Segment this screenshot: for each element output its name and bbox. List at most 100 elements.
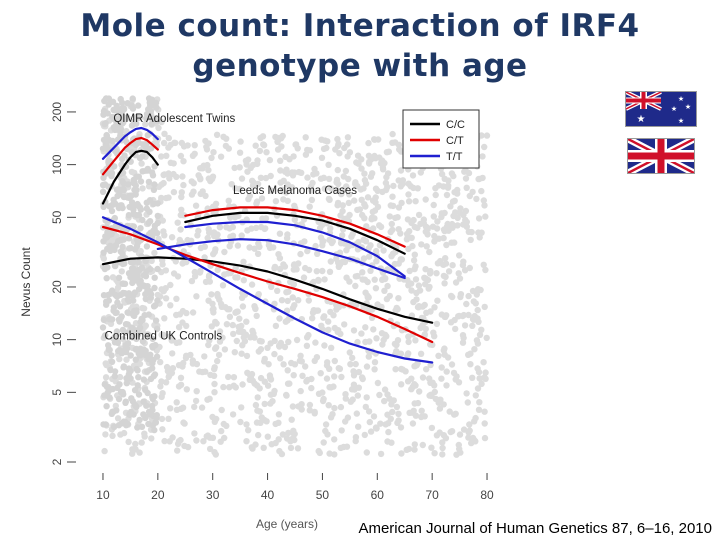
scatter-point [371, 276, 378, 283]
scatter-point [388, 220, 395, 228]
scatter-point [210, 250, 217, 258]
svg-text:★: ★ [637, 114, 646, 125]
scatter-point [134, 382, 141, 389]
scatter-point [233, 337, 240, 345]
scatter-point [204, 161, 211, 169]
scatter-point [466, 421, 473, 428]
scatter-point [255, 291, 262, 298]
scatter-point [147, 375, 155, 383]
scatter-point [355, 384, 362, 391]
scatter-point [426, 248, 433, 256]
scatter-point [137, 345, 144, 352]
scatter-point [161, 437, 168, 445]
scatter-point [279, 132, 286, 140]
scatter-point [120, 418, 128, 425]
scatter-point [151, 426, 158, 434]
scatter-point [422, 266, 429, 273]
scatter-point [248, 444, 255, 451]
scatter-point [288, 359, 295, 367]
scatter-point [363, 449, 370, 456]
scatter-point [327, 258, 334, 265]
scatter-point [333, 306, 340, 313]
scatter-point [433, 270, 440, 277]
scatter-point [125, 365, 133, 372]
scatter-point [459, 312, 466, 320]
scatter-point [456, 275, 464, 282]
scatter-point [312, 339, 319, 346]
scatter-point [281, 168, 289, 175]
scatter-point [474, 306, 481, 314]
scatter-point [149, 172, 157, 179]
scatter-point [362, 324, 369, 331]
scatter-point [284, 367, 291, 374]
scatter-point [163, 363, 171, 371]
scatter-point [110, 236, 117, 243]
scatter-point [224, 270, 232, 277]
scatter-point [426, 375, 433, 382]
scatter-point [365, 408, 373, 415]
scatter-point [306, 401, 314, 409]
scatter-point [252, 142, 259, 149]
scatter-point [475, 215, 483, 222]
scatter-point [445, 268, 453, 275]
scatter-point [108, 172, 115, 180]
scatter-point [126, 192, 133, 199]
scatter-point [239, 303, 247, 310]
scatter-point [436, 405, 444, 412]
scatter-point [228, 181, 235, 188]
scatter-point [147, 102, 154, 109]
scatter-point [183, 258, 190, 266]
scatter-point [325, 326, 332, 333]
scatter-point [258, 195, 266, 202]
scatter-point [395, 204, 403, 211]
scatter-point [132, 191, 139, 198]
scatter-point [444, 220, 451, 228]
scatter-point [457, 205, 464, 212]
scatter-point [158, 378, 165, 385]
scatter-point [395, 177, 402, 184]
scatter-point [311, 408, 318, 416]
scatter-point [180, 181, 187, 189]
scatter-point [274, 146, 282, 153]
scatter-point [135, 173, 142, 180]
scatter-point [431, 304, 438, 311]
scatter-point [158, 415, 166, 423]
scatter-point [131, 202, 139, 209]
scatter-point [190, 180, 197, 187]
scatter-point [310, 278, 317, 286]
scatter-point [357, 186, 364, 193]
scatter-point [308, 187, 315, 194]
scatter-point [327, 185, 335, 192]
scatter-point [423, 309, 430, 316]
scatter-point [157, 358, 164, 366]
scatter-point [193, 388, 200, 395]
scatter-point [133, 120, 140, 127]
scatter-point [471, 437, 478, 444]
scatter-point [444, 354, 452, 361]
series-line-tt [184, 220, 406, 278]
scatter-point [118, 268, 126, 275]
scatter-point [103, 403, 110, 410]
scatter-point [284, 297, 291, 305]
scatter-point [120, 391, 127, 398]
scatter-point [153, 325, 161, 333]
scatter-point [135, 391, 143, 398]
scatter-point [331, 436, 338, 443]
scatter-point [180, 419, 187, 426]
scatter-point [155, 124, 162, 132]
scatter-point [275, 411, 283, 418]
scatter-point [365, 253, 373, 260]
scatter-point [272, 322, 280, 330]
scatter-point [249, 182, 257, 189]
scatter-point [181, 442, 188, 450]
scatter-point [438, 364, 445, 371]
scatter-point [108, 410, 116, 417]
scatter-point [271, 350, 278, 358]
scatter-point [460, 426, 468, 433]
scatter-point [140, 398, 147, 405]
scatter-point [334, 199, 342, 207]
scatter-point [428, 444, 435, 451]
scatter-point [367, 428, 375, 435]
scatter-point [379, 341, 386, 348]
scatter-point [213, 131, 221, 138]
